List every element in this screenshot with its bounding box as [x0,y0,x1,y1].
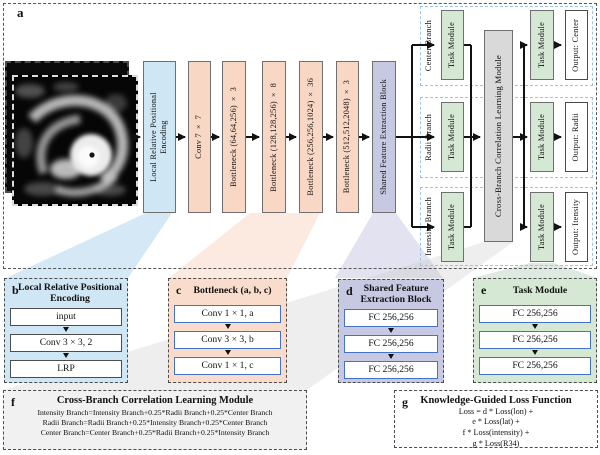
sfeb-fc-box: FC 256,256 [344,360,438,379]
panel-d-title: Shared Feature Extraction Block [360,283,432,305]
block-bottleneck-3: Bottleneck (256,256,1024) × 36 [299,61,323,213]
center-branch-label: Center Branch [423,20,433,72]
block-local-relative-positional-encoding: Local Relative Positional Encoding [143,61,176,213]
bottleneck-conv3b-box: Conv 3 × 3, b [174,330,281,349]
panel-g-title: Knowledge-Guided Loss Function [420,395,572,406]
task-module-fc-box: FC 256,256 [479,356,591,375]
block-conv7x7: Conv 7 × 7 [188,61,211,213]
intensity-task-module-2: Task Module [530,192,554,262]
lrpe-conv-box: Conv 3 × 3, 2 [10,333,122,352]
intensity-branch-label: Intensity Branch [423,197,433,256]
cross-branch-correlation-module: Cross-Branch Correlation Learning Module [484,30,513,242]
cross-branch-equation: Radii Branch=Radii Branch+0.25*Intensity… [42,417,268,427]
panel-e-title: Task Module [512,285,568,296]
lrpe-input-box: input [10,307,122,326]
radii-branch-label: Radii Branch [423,114,433,161]
panel-d: d Shared Feature Extraction Block FC 256… [338,279,444,383]
output-radii-box: Output: Radii [565,102,588,172]
task-module-fc-box: FC 256,256 [479,330,591,349]
cross-branch-equation: Center Branch=Center Branch+0.25*Radii B… [40,427,270,437]
sfeb-fc-box: FC 256,256 [344,334,438,353]
down-arrow-icon [388,354,394,360]
block-bottleneck-1: Bottleneck (64,64,256) × 3 [222,61,246,213]
panel-b: b Local Relative Positional Encoding inp… [4,278,128,383]
panel-e: e Task Module FC 256,256 FC 256,256 FC 2… [473,278,597,383]
block-shared-feature-extraction: Shared Feature Extraction Block [372,61,396,213]
panel-c: c Bottleneck (a, b, c) Conv 1 × 1, a Con… [168,278,287,383]
panel-e-label: e [481,283,487,297]
loss-equation: Loss = d * Loss(lon) + [458,406,534,416]
bottleneck-conv1c-box: Conv 1 × 1, c [174,356,281,375]
block-bottleneck-2: Bottleneck (128,128,256) × 8 [262,61,286,213]
down-arrow-icon [63,353,69,359]
loss-equation: f * Loss(intensity) + [462,427,530,437]
panel-f: f Cross-Branch Correlation Learning Modu… [3,390,307,450]
cross-branch-equation: Intensity Branch=Intensity Branch+0.25*R… [37,407,273,417]
panel-g-label: g [402,395,408,409]
output-center-box: Output: Center [565,10,588,80]
task-module-fc-box: FC 256,256 [479,304,591,323]
radii-task-module-1: Task Module [441,102,464,172]
panel-a-label: a [17,5,24,20]
panel-b-title: Local Relative Positional Encoding [18,282,122,304]
panel-b-label: b [12,283,19,297]
down-arrow-icon [224,350,231,356]
panel-g: g Knowledge-Guided Loss Function Loss = … [394,390,598,448]
output-intensity-box: Output: Itensity [565,192,588,262]
loss-equation: e * Loss(lat) + [472,417,520,427]
panel-f-title: Cross-Branch Correlation Learning Module [56,395,254,406]
panel-c-label: c [176,283,182,297]
hurricane-illustration [14,77,136,204]
sfeb-fc-box: FC 256,256 [344,308,438,327]
lrpe-lrp-box: LRP [10,359,122,378]
panel-d-label: d [346,284,353,298]
down-arrow-icon [63,327,69,333]
bottleneck-conv1a-box: Conv 1 × 1, a [174,304,281,323]
radii-task-module-2: Task Module [530,102,554,172]
panel-a-frame [3,3,597,269]
intensity-task-module-1: Task Module [441,192,464,262]
down-arrow-icon [532,324,538,330]
panel-c-title: Bottleneck (a, b, c) [193,285,272,296]
panel-f-label: f [11,395,15,409]
down-arrow-icon [388,328,394,334]
center-task-module-2: Task Module [530,10,554,80]
center-task-module-1: Task Module [441,10,464,80]
block-bottleneck-4: Bottleneck (512,512,2048) × 3 [336,61,359,213]
typhoon-satellite-image [12,75,138,206]
loss-equation: g * Loss(R34) [472,438,520,448]
down-arrow-icon [224,324,231,330]
down-arrow-icon [532,350,538,356]
